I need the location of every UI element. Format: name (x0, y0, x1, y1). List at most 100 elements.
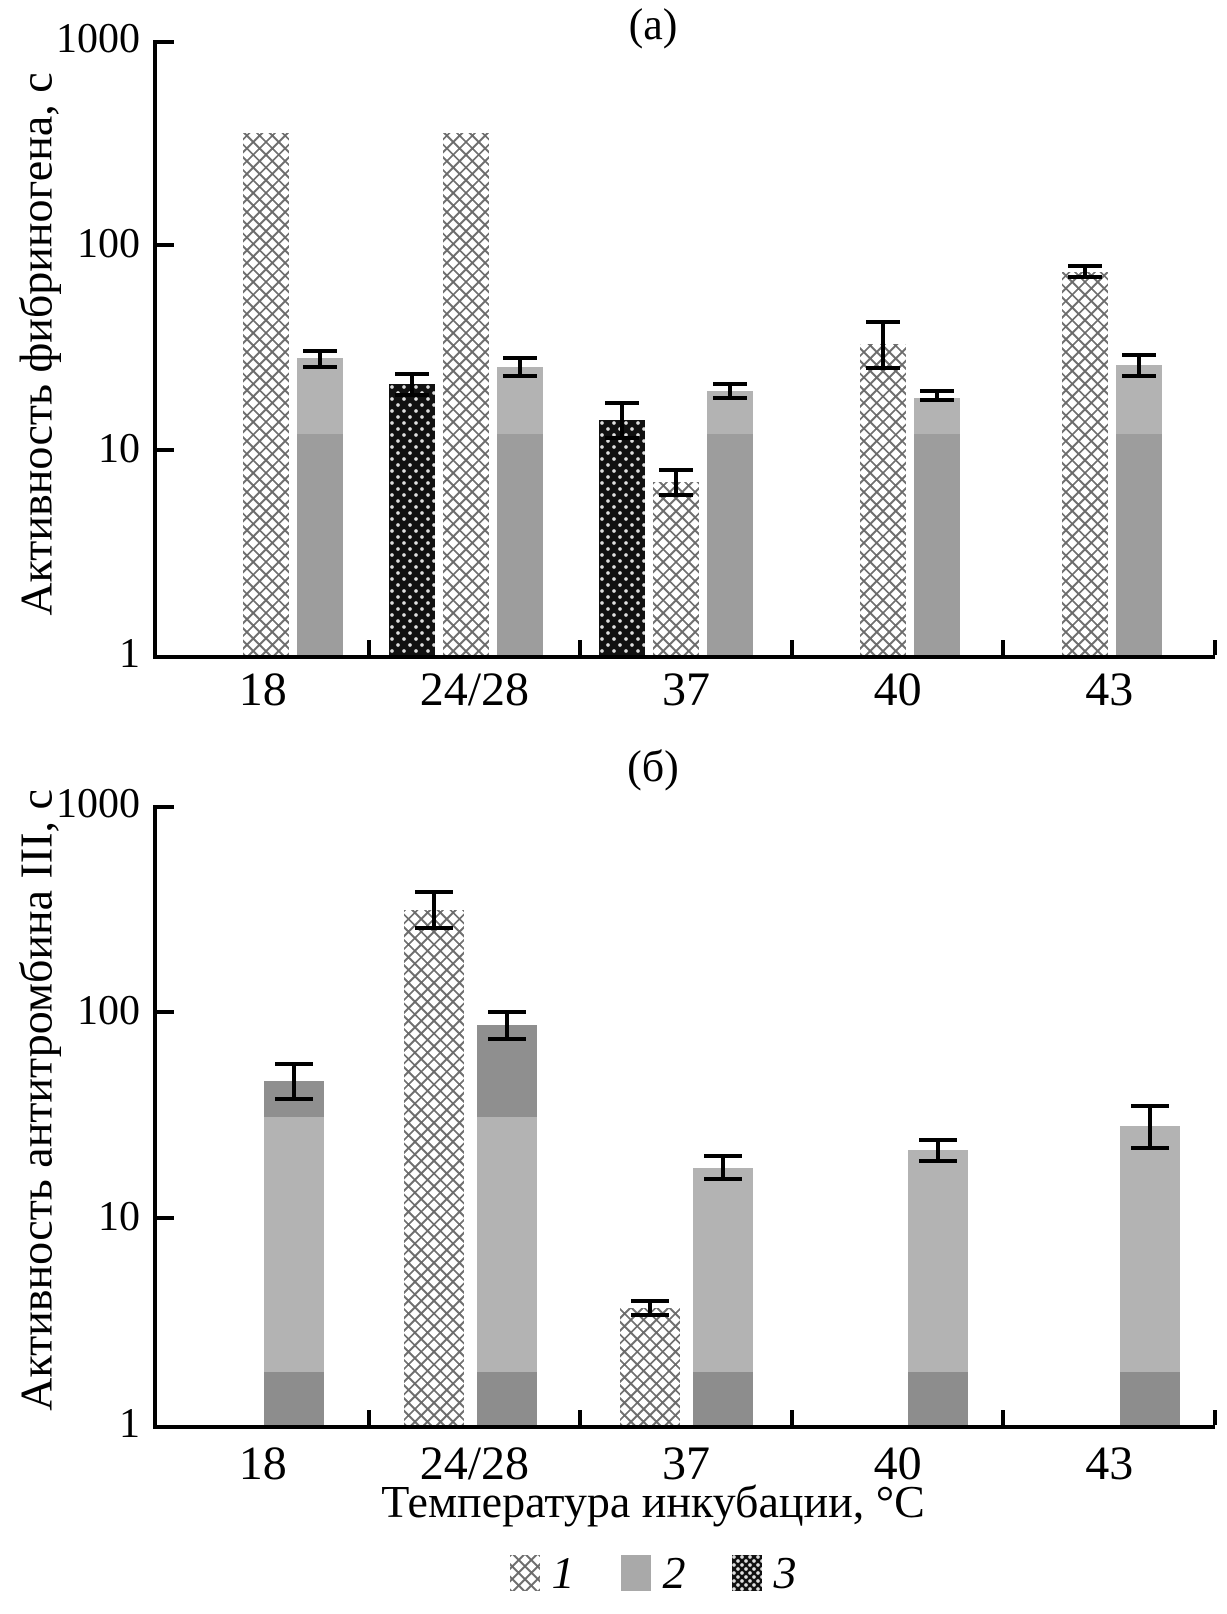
bar-group0-series2-segment (263, 1116, 324, 1373)
x-axis-tick (366, 1410, 371, 1425)
category-label: 43 (1085, 663, 1134, 716)
error-bar-cap-bottom (487, 1036, 526, 1041)
x-axis-tick (366, 640, 371, 655)
x-axis-tick (1213, 1410, 1217, 1425)
error-bar-cap-top (274, 1061, 313, 1066)
x-axis-tick (1213, 640, 1217, 655)
error-bar-cap-bottom (918, 1158, 957, 1163)
bar-group4-series2-segment (1120, 1125, 1181, 1373)
error-bar-cap-top (1068, 263, 1103, 268)
error-bar-cap-top (414, 889, 453, 894)
category-label: 18 (238, 1437, 287, 1490)
y-axis-tick (157, 40, 174, 44)
legend-label-1: 1 (551, 1547, 575, 1598)
error-bar (1137, 355, 1142, 376)
error-bar (720, 1156, 725, 1179)
black-dotted-pattern-swatch (731, 1555, 762, 1591)
panel-b-title: (б) (627, 742, 679, 791)
error-bar-cap-bottom (703, 1176, 742, 1181)
error-bar-cap-top (919, 388, 954, 393)
error-bar-cap-bottom (395, 393, 430, 398)
legend-item-2: 2 (620, 1547, 686, 1598)
y-tick-label: 1 (119, 1401, 140, 1447)
y-axis-tick (157, 243, 174, 247)
error-bar-cap-bottom (605, 435, 639, 440)
error-bar (674, 469, 678, 496)
bar-group4-series2-segment (1116, 433, 1163, 655)
error-bar-cap-top (659, 467, 693, 472)
bar-group0-series2-segment (296, 358, 343, 434)
bar-group1-series1 (403, 910, 464, 1425)
panel-a-title: (а) (628, 0, 678, 49)
legend-item-1: 1 (509, 1547, 575, 1598)
bar-group4-series2-segment (1120, 1372, 1181, 1425)
panel-b-plot-area (153, 805, 1217, 1429)
error-bar (935, 1139, 940, 1161)
y-axis-tick (157, 805, 174, 809)
error-bar (728, 383, 732, 398)
bar-group2-series2-segment (692, 1372, 753, 1425)
bar-group0-series1 (242, 133, 289, 655)
error-bar-cap-bottom (1122, 373, 1157, 378)
category-label: 40 (873, 663, 922, 716)
y-tick-label: 100 (77, 987, 140, 1034)
bar-group4-series1 (1062, 271, 1109, 655)
bar-group0-series2-segment (296, 433, 343, 655)
crosshatch-pattern-swatch (509, 1555, 540, 1591)
error-bar (518, 358, 523, 376)
category-label: 18 (238, 663, 287, 716)
bar-group1-series1 (443, 133, 490, 655)
category-label: 37 (662, 1437, 710, 1490)
error-bar-cap-top (630, 1298, 669, 1303)
bar-group0-series2-segment (263, 1372, 324, 1425)
y-tick-label: 1 (119, 631, 140, 677)
error-bar-cap-bottom (659, 493, 693, 498)
error-bar (317, 350, 322, 367)
legend-label-2: 2 (662, 1547, 686, 1598)
error-bar (934, 390, 939, 401)
bar-group2-series2-segment (707, 433, 753, 655)
x-axis-tick (578, 640, 583, 655)
y-tick-label: 100 (77, 221, 140, 267)
category-label: 24/28 (419, 1437, 530, 1490)
bar-group3-series2-segment (907, 1372, 968, 1425)
error-bar (880, 322, 885, 369)
error-bar-cap-top (395, 371, 430, 376)
error-bar-cap-top (1131, 1103, 1170, 1108)
bar-group2-series3 (599, 420, 645, 655)
bar-group3-series2-segment (913, 433, 960, 655)
error-bar-cap-bottom (302, 364, 337, 369)
x-axis-title: Температура инкубации, °C (381, 1476, 925, 1527)
error-bar-cap-bottom (865, 366, 900, 371)
panel-b-y-axis-label: Активность антитромбина III, с (10, 789, 62, 1411)
error-bar-cap-top (605, 400, 639, 405)
error-bar-cap-bottom (713, 395, 747, 400)
category-label: 24/28 (419, 663, 530, 716)
x-axis-tick (1001, 1410, 1006, 1425)
error-bar-cap-bottom (630, 1313, 669, 1318)
x-axis-tick (578, 1410, 583, 1425)
bar-group2-series1 (619, 1307, 680, 1425)
panel-a-plot-area (153, 40, 1217, 659)
panel-a-y-axis-label: Активность фибриногена, с (10, 72, 62, 616)
category-label: 43 (1085, 1437, 1134, 1490)
error-bar-cap-top (703, 1154, 742, 1159)
category-label: 37 (662, 663, 710, 716)
y-axis-tick (157, 1216, 174, 1221)
y-tick-label: 10 (98, 426, 140, 472)
error-bar (1083, 265, 1088, 277)
error-bar-cap-top (865, 320, 900, 325)
bar-group3-series2-segment (913, 397, 960, 434)
error-bar (504, 1011, 509, 1039)
error-bar (431, 891, 436, 928)
error-bar-cap-bottom (274, 1096, 313, 1101)
bar-group3-series1 (859, 343, 906, 655)
error-bar (1148, 1105, 1153, 1148)
bar-group1-series2-segment (476, 1372, 537, 1425)
error-bar (410, 373, 415, 396)
error-bar-cap-top (1122, 353, 1157, 358)
bar-group1-series3 (389, 383, 436, 655)
bar-group3-series2-segment (907, 1149, 968, 1373)
error-bar-cap-bottom (1131, 1145, 1170, 1150)
